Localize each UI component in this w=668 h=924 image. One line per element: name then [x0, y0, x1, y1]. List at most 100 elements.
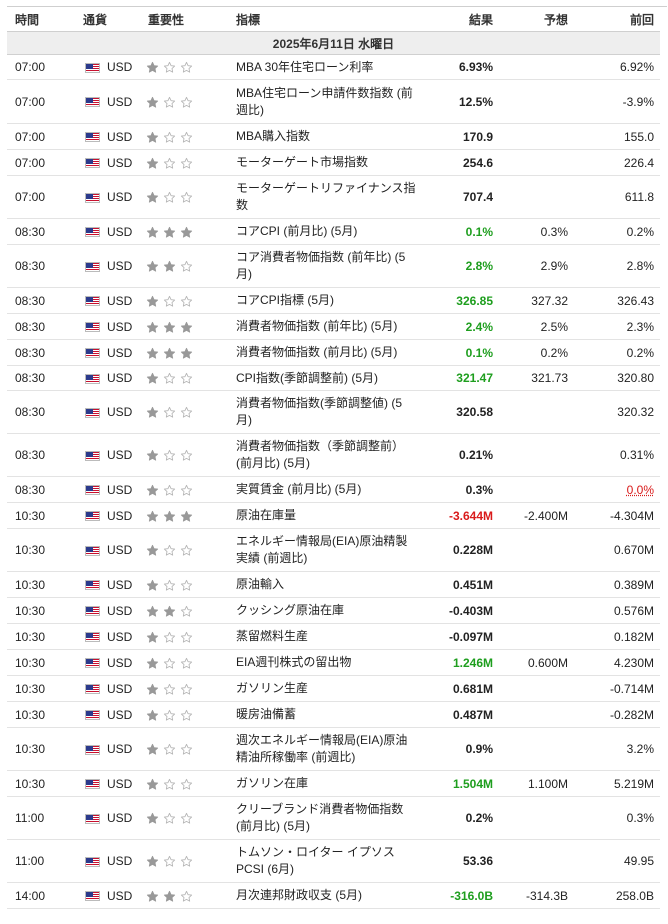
event-name[interactable]: MBA住宅ローン申請件数指数 (前週比): [230, 79, 422, 124]
col-header-time[interactable]: 時間: [7, 7, 75, 32]
event-name[interactable]: MBA 30年住宅ローン利率: [230, 54, 422, 80]
table-row[interactable]: 10:30 USD 暖房油備蓄 0.487M -0.282M: [7, 701, 660, 728]
table-row[interactable]: 07:00 USD モーターゲート市場指数 254.6 226.4: [7, 149, 660, 176]
event-currency: USD: [75, 623, 140, 650]
table-row[interactable]: 07:00 USD MBA 30年住宅ローン利率 6.93% 6.92%: [7, 54, 660, 80]
table-row[interactable]: 10:30 USD 原油輸入 0.451M 0.389M: [7, 571, 660, 598]
event-importance: [140, 390, 230, 434]
table-row[interactable]: 08:30 USD 消費者物価指数 (前年比) (5月) 2.4% 2.5% 2.3%: [7, 313, 660, 340]
star-empty-icon: [180, 484, 193, 497]
table-row[interactable]: 10:30 USD ガソリン生産 0.681M -0.714M: [7, 675, 660, 702]
event-forecast: 327.32: [499, 287, 576, 314]
table-row[interactable]: 14:00 USD 月次連邦財政収支 (5月) -316.0B -314.3B 258.0…: [7, 882, 660, 909]
star-empty-icon: [163, 709, 176, 722]
star-filled-icon: [146, 321, 159, 334]
event-name[interactable]: 暖房油備蓄: [230, 701, 422, 728]
event-time: 08:30: [7, 433, 75, 477]
table-row[interactable]: 07:00 USD MBA購入指数 170.9 155.0: [7, 123, 660, 150]
currency-code: USD: [107, 742, 133, 756]
event-name[interactable]: エネルギー情報局(EIA)原油精製実績 (前週比): [230, 528, 422, 572]
table-row[interactable]: 08:30 USD CPI指数(季節調整前) (5月) 321.47 321.73 320…: [7, 365, 660, 391]
event-name[interactable]: コアCPI (前月比) (5月): [230, 218, 422, 245]
event-time: 08:30: [7, 244, 75, 288]
event-name[interactable]: 消費者物価指数 (前年比) (5月): [230, 313, 422, 340]
table-row[interactable]: 07:00 USD モーターゲートリファイナンス指数 707.4 611.8: [7, 175, 660, 219]
star-empty-icon: [180, 890, 193, 903]
event-forecast: [499, 701, 576, 728]
event-previous: 0.182M: [576, 623, 660, 650]
table-row[interactable]: 08:30 USD コアCPI (前月比) (5月) 0.1% 0.3% 0.2%: [7, 218, 660, 245]
star-empty-icon: [180, 683, 193, 696]
event-currency: USD: [75, 528, 140, 572]
event-name[interactable]: 週次エネルギー情報局(EIA)原油精油所稼働率 (前週比): [230, 727, 422, 771]
event-name[interactable]: 月次連邦財政収支 (5月): [230, 882, 422, 909]
event-name[interactable]: CPI指数(季節調整前) (5月): [230, 365, 422, 391]
col-header-importance[interactable]: 重要性: [140, 7, 230, 32]
event-previous: 0.2%: [576, 218, 660, 245]
col-header-currency[interactable]: 通貨: [75, 7, 140, 32]
table-row[interactable]: 11:00 USD クリーブランド消費者物価指数 (前月比) (5月) 0.2% 0.3…: [7, 796, 660, 840]
event-name[interactable]: 消費者物価指数(季節調整値) (5月): [230, 390, 422, 434]
event-actual: 321.47: [422, 365, 499, 391]
event-importance: [140, 571, 230, 598]
event-name[interactable]: 消費者物価指数 (前月比) (5月): [230, 339, 422, 366]
event-name[interactable]: コアCPI指標 (5月): [230, 287, 422, 314]
currency-code: USD: [107, 543, 133, 557]
event-time: 08:30: [7, 287, 75, 314]
event-importance: [140, 79, 230, 124]
col-header-actual[interactable]: 結果: [422, 7, 499, 32]
star-empty-icon: [180, 605, 193, 618]
event-forecast: [499, 54, 576, 80]
table-row[interactable]: 08:30 USD コア消費者物価指数 (前年比) (5月) 2.8% 2.9% 2.8%: [7, 244, 660, 288]
event-name[interactable]: 原油在庫量: [230, 502, 422, 529]
table-row[interactable]: 10:30 USD 週次エネルギー情報局(EIA)原油精油所稼働率 (前週比) 0.9…: [7, 727, 660, 771]
col-header-event[interactable]: 指標: [230, 7, 422, 32]
event-currency: USD: [75, 727, 140, 771]
event-time: 11:00: [7, 839, 75, 883]
table-row[interactable]: 10:30 USD EIA週刊株式の留出物 1.246M 0.600M 4.230M: [7, 649, 660, 676]
table-row[interactable]: 08:30 USD 消費者物価指数 (前月比) (5月) 0.1% 0.2% 0.2%: [7, 339, 660, 366]
event-name[interactable]: モーターゲート市場指数: [230, 149, 422, 176]
event-name[interactable]: ガソリン在庫: [230, 770, 422, 797]
table-row[interactable]: 08:30 USD 消費者物価指数(季節調整値) (5月) 320.58 320.32: [7, 390, 660, 434]
event-name[interactable]: 実質賃金 (前月比) (5月): [230, 476, 422, 503]
currency-code: USD: [107, 811, 133, 825]
us-flag-icon: [85, 545, 100, 556]
event-name[interactable]: 消費者物価指数（季節調整前） (前月比) (5月): [230, 433, 422, 477]
star-empty-icon: [163, 631, 176, 644]
table-row[interactable]: 08:30 USD 実質賃金 (前月比) (5月) 0.3% 0.0%: [7, 476, 660, 503]
event-importance: [140, 54, 230, 80]
us-flag-icon: [85, 192, 100, 203]
event-name[interactable]: クリーブランド消費者物価指数 (前月比) (5月): [230, 796, 422, 840]
event-time: 07:00: [7, 175, 75, 219]
table-row[interactable]: 08:30 USD コアCPI指標 (5月) 326.85 327.32 326.43: [7, 287, 660, 314]
table-row[interactable]: 10:30 USD エネルギー情報局(EIA)原油精製実績 (前週比) 0.228M 0…: [7, 528, 660, 572]
event-name[interactable]: クッシング原油在庫: [230, 597, 422, 624]
star-empty-icon: [163, 372, 176, 385]
table-row[interactable]: 11:00 USD トムソン・ロイター イプソス PCSI (6月) 53.36 49.…: [7, 839, 660, 883]
event-name[interactable]: MBA購入指数: [230, 123, 422, 150]
currency-code: USD: [107, 629, 133, 644]
event-currency: USD: [75, 502, 140, 529]
table-row[interactable]: 10:30 USD 蒸留燃料生産 -0.097M 0.182M: [7, 623, 660, 650]
event-name[interactable]: 蒸留燃料生産: [230, 623, 422, 650]
table-row[interactable]: 10:30 USD 原油在庫量 -3.644M -2.400M -4.304M: [7, 502, 660, 529]
event-name[interactable]: コア消費者物価指数 (前年比) (5月): [230, 244, 422, 288]
table-row[interactable]: 10:30 USD クッシング原油在庫 -0.403M 0.576M: [7, 597, 660, 624]
event-name[interactable]: ガソリン生産: [230, 675, 422, 702]
star-empty-icon: [163, 96, 176, 109]
star-filled-icon: [146, 372, 159, 385]
table-row[interactable]: 10:30 USD ガソリン在庫 1.504M 1.100M 5.219M: [7, 770, 660, 797]
col-header-previous[interactable]: 前回: [576, 7, 660, 32]
table-row[interactable]: 08:30 USD 消費者物価指数（季節調整前） (前月比) (5月) 0.21% 0.…: [7, 433, 660, 477]
table-row[interactable]: 07:00 USD MBA住宅ローン申請件数指数 (前週比) 12.5% -3.9%: [7, 79, 660, 124]
col-header-forecast[interactable]: 予想: [499, 7, 576, 32]
event-name[interactable]: モーターゲートリファイナンス指数: [230, 175, 422, 219]
event-name[interactable]: トムソン・ロイター イプソス PCSI (6月): [230, 839, 422, 883]
event-currency: USD: [75, 54, 140, 80]
event-forecast: [499, 839, 576, 883]
event-previous[interactable]: 0.0%: [576, 476, 660, 503]
star-filled-icon: [146, 683, 159, 696]
event-name[interactable]: 原油輸入: [230, 571, 422, 598]
event-name[interactable]: EIA週刊株式の留出物: [230, 649, 422, 676]
